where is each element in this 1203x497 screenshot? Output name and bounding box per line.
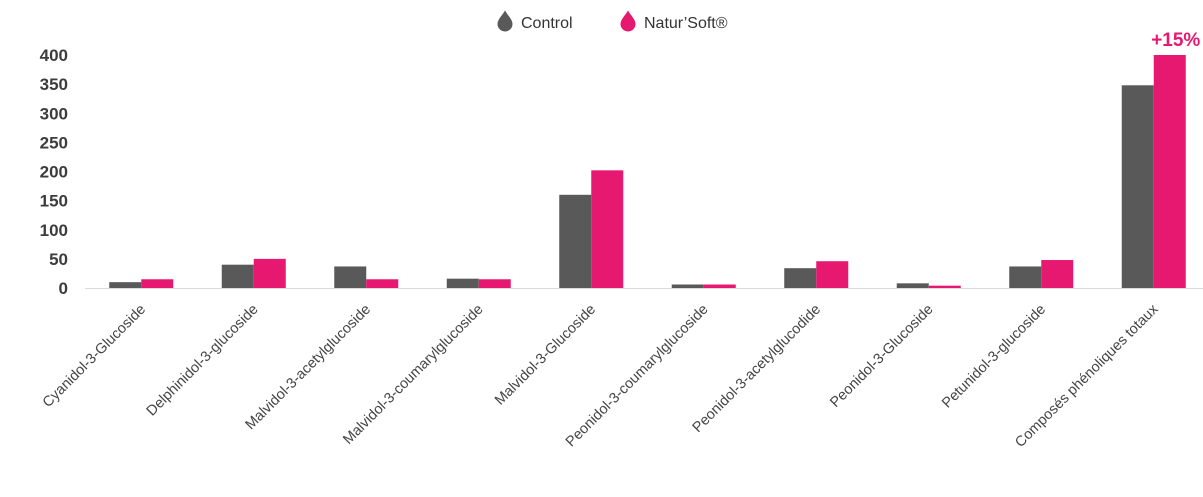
bar-control-malvidol-3-glucoside	[559, 194, 592, 288]
bar-control-malvidol-3-coumarylglucoside	[446, 278, 479, 288]
bar-natur-soft-malvidol-3-glucoside	[591, 170, 624, 288]
bar-control-petunidol-3-glucoside	[1009, 266, 1042, 288]
bar-natur-soft-malvidol-3-coumarylglucoside	[478, 279, 511, 288]
y-tick-label: 100	[40, 221, 68, 240]
x-category-label: Malvidol-3-Glucoside	[492, 302, 599, 409]
y-tick-label: 400	[40, 46, 68, 65]
bar-natur-soft-peonidol-3-coumarylglucoside	[703, 284, 736, 288]
bar-control-peonidol-3-glucoside	[896, 283, 929, 288]
bar-control-composes-phenoliques-totaux	[1121, 85, 1154, 288]
drop-icon	[620, 10, 636, 32]
legend-item-control: Control	[497, 10, 573, 32]
bar-natur-soft-malvidol-3-acetylglucoside	[366, 279, 399, 288]
annotation-label: +15%	[1151, 30, 1200, 51]
bars	[109, 55, 1186, 288]
x-category-label: Cyanidol-3-Glucoside	[40, 302, 149, 411]
bar-natur-soft-petunidol-3-glucoside	[1041, 260, 1074, 288]
x-category-label: Malvidol-3-acetylglucoside	[243, 302, 375, 434]
bar-natur-soft-delphinidol-3-glucoside	[253, 258, 286, 288]
x-axis: Cyanidol-3-GlucosideDelphinidol-3-glucos…	[40, 288, 1203, 451]
annotations: +15%	[1151, 30, 1200, 51]
y-tick-label: 150	[40, 192, 68, 211]
bar-natur-soft-cyanidol-3-glucoside	[141, 279, 174, 288]
y-tick-label: 0	[59, 279, 68, 298]
bar-control-peonidol-3-acetylglucodide	[784, 268, 817, 288]
legend-item-natur-soft: Natur’Soft®	[620, 10, 728, 32]
y-axis: 0 50 100 150 200 250 300 350 400	[40, 46, 68, 298]
x-category-label: Delphinidol-3-glucoside	[144, 302, 262, 420]
y-tick-label: 200	[40, 163, 68, 182]
x-category-label: Peonidol-3-acetylglucodide	[690, 302, 824, 436]
y-tick-label: 350	[40, 75, 68, 94]
bar-natur-soft-peonidol-3-acetylglucodide	[816, 261, 849, 288]
drop-icon	[497, 10, 513, 32]
bar-control-malvidol-3-acetylglucoside	[334, 266, 367, 288]
legend: Control Natur’Soft®	[497, 10, 728, 32]
y-tick-label: 50	[49, 250, 68, 269]
legend-label: Control	[521, 15, 573, 32]
bar-natur-soft-peonidol-3-glucoside	[928, 285, 961, 288]
bar-control-cyanidol-3-glucoside	[109, 282, 142, 288]
bar-control-peonidol-3-coumarylglucoside	[671, 284, 704, 288]
x-category-label: Peonidol-3-Glucoside	[827, 302, 936, 411]
y-tick-label: 250	[40, 133, 68, 152]
bar-control-delphinidol-3-glucoside	[221, 264, 254, 288]
y-tick-label: 300	[40, 104, 68, 123]
x-category-label: Petunidol-3-glucoside	[939, 302, 1049, 412]
bar-natur-soft-composes-phenoliques-totaux	[1153, 55, 1186, 288]
legend-label: Natur’Soft®	[644, 15, 728, 32]
